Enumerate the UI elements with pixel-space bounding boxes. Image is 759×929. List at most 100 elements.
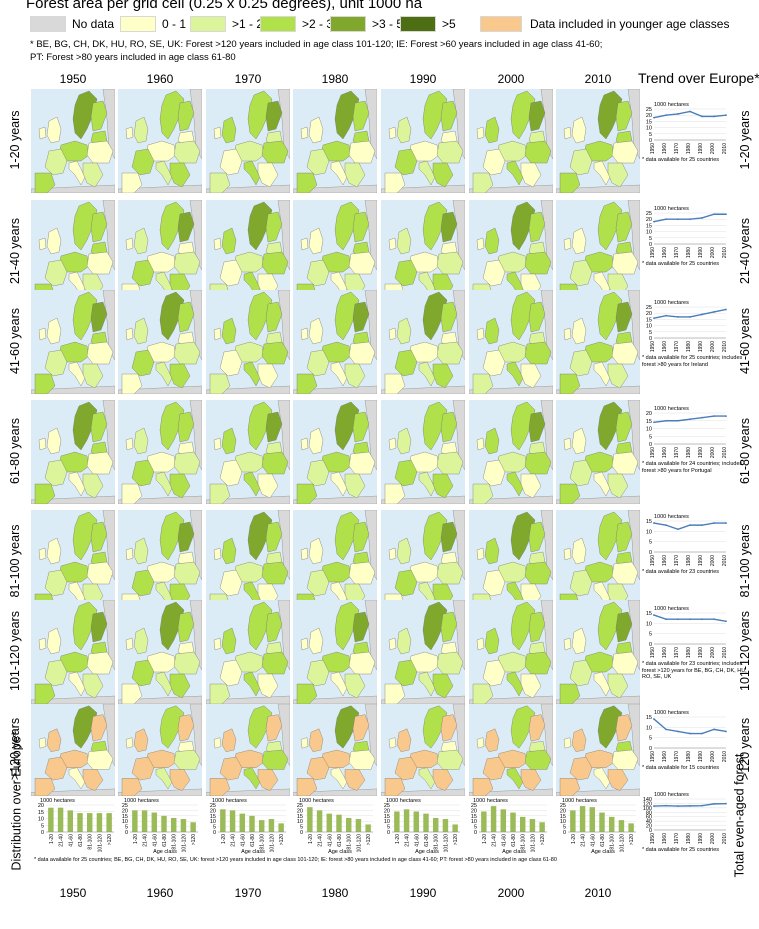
legend-label: >5 <box>442 17 456 31</box>
data-point <box>677 218 679 221</box>
country-region <box>476 437 485 451</box>
country-region <box>615 411 633 443</box>
country-region <box>44 148 68 176</box>
europe-map-shapes <box>118 600 202 704</box>
country-region <box>571 537 587 565</box>
data-point <box>665 314 667 317</box>
country-region <box>34 778 56 796</box>
x-tick-label: 1980 <box>686 341 692 352</box>
trend-chart: 1000 hectares 0 5 10 15 1950 1960 1970 1980 1990 2… <box>640 708 730 764</box>
y-tick-label: 25 <box>297 803 303 809</box>
trend-chart-svg: 1000 hectares 0 5 10 15 1950 1960 1970 1980 1990 2… <box>646 710 728 762</box>
bar <box>618 820 625 832</box>
country-region <box>213 327 222 341</box>
x-tick-label: 2010 <box>722 647 728 658</box>
country-region <box>44 659 68 687</box>
country-region <box>46 627 62 655</box>
country-region <box>615 611 633 643</box>
x-tick-label: 1950 <box>650 247 656 258</box>
country-region <box>396 537 412 565</box>
x-axis-title: Age class <box>328 849 352 855</box>
country-region <box>219 148 243 176</box>
country-region <box>484 116 500 144</box>
country-region <box>352 611 370 643</box>
bar <box>307 807 313 832</box>
europe-map-shapes <box>31 510 115 614</box>
data-point <box>701 618 703 621</box>
y-tick-label: 5 <box>649 330 652 336</box>
country-region <box>394 349 418 377</box>
no-data-region <box>31 495 115 504</box>
country-region <box>213 437 222 451</box>
country-region <box>86 749 114 770</box>
no-data-region <box>206 788 290 796</box>
country-region <box>615 521 633 553</box>
x-tick-label: 21-40 <box>143 834 149 847</box>
europe-map-shapes <box>206 600 290 704</box>
footnote: * data available for 25 countries; BE, B… <box>34 857 557 863</box>
trend-note: * data available for 23 countries <box>642 569 720 575</box>
country-region <box>90 411 108 443</box>
x-tick-label: 1990 <box>698 341 704 352</box>
country-region <box>155 767 173 790</box>
europe-map <box>381 510 465 614</box>
x-tick-label: 101-120 <box>619 834 625 853</box>
y-tick-label: 20 <box>560 808 566 814</box>
country-region <box>306 569 330 597</box>
trend-chart: 1000 hectares 0 5 10 15 1950 1960 1970 1980 1990 2… <box>640 604 730 660</box>
country-region <box>440 611 458 643</box>
unit-label: 1000 hectares <box>654 514 689 520</box>
europe-map <box>118 510 202 614</box>
x-tick-label: >120 <box>453 834 459 845</box>
bar <box>432 817 439 832</box>
no-data-region <box>118 495 202 504</box>
country-region <box>125 237 134 251</box>
distribution-chart: 1000 hectares 0 5 10 15 20 25 1-20 21-40 41-60 61-… <box>556 796 638 855</box>
country-region <box>432 673 454 699</box>
bar <box>220 809 226 832</box>
y-tick-label: 10 <box>646 621 652 627</box>
country-region <box>82 673 104 699</box>
y-tick-label: 15 <box>38 810 44 816</box>
country-region <box>484 427 500 455</box>
country-region <box>308 116 324 144</box>
y-tick-label: 5 <box>649 736 652 742</box>
country-region <box>247 401 273 451</box>
legend-swatch <box>260 16 296 32</box>
country-region <box>611 140 639 164</box>
country-region <box>528 411 546 443</box>
country-region <box>563 437 572 451</box>
y-tick-label: 5 <box>649 132 652 138</box>
x-tick-label: 41-60 <box>590 834 596 847</box>
legend-item: 0 - 1 <box>120 14 186 34</box>
country-region <box>334 511 360 561</box>
y-tick-label: 10 <box>646 126 652 132</box>
x-tick-label: 81-100 <box>347 834 353 850</box>
y-tick-label: 0 <box>474 830 477 836</box>
europe-map <box>118 200 202 304</box>
europe-map <box>381 89 465 193</box>
legend-swatch <box>30 16 66 32</box>
x-tick-label: 1960 <box>662 555 668 566</box>
country-region <box>440 211 458 243</box>
no-data-region <box>469 385 553 394</box>
country-region <box>300 327 309 341</box>
trend-chart: 1000 hectares 0 5 10 15 20 25 1950 1960 1970 1980 1… <box>640 204 730 260</box>
country-region <box>86 651 114 675</box>
x-tick-label: 81-100 <box>521 834 527 850</box>
unit-label: 1000 hectares <box>654 606 689 612</box>
country-region <box>394 756 418 781</box>
x-tick-label: 101-120 <box>269 834 275 853</box>
x-tick-label: 1980 <box>686 647 692 658</box>
y-tick-label: 10 <box>646 230 652 236</box>
country-region <box>247 705 273 749</box>
country-region <box>559 778 581 796</box>
legend-label: 0 - 1 <box>162 17 187 31</box>
bar <box>180 819 187 832</box>
x-tick-label: 1980 <box>686 833 692 844</box>
x-tick-label: 1970 <box>674 247 680 258</box>
country-region <box>440 714 458 742</box>
data-point <box>689 732 691 735</box>
europe-map-shapes <box>293 89 377 193</box>
country-region <box>476 126 485 140</box>
